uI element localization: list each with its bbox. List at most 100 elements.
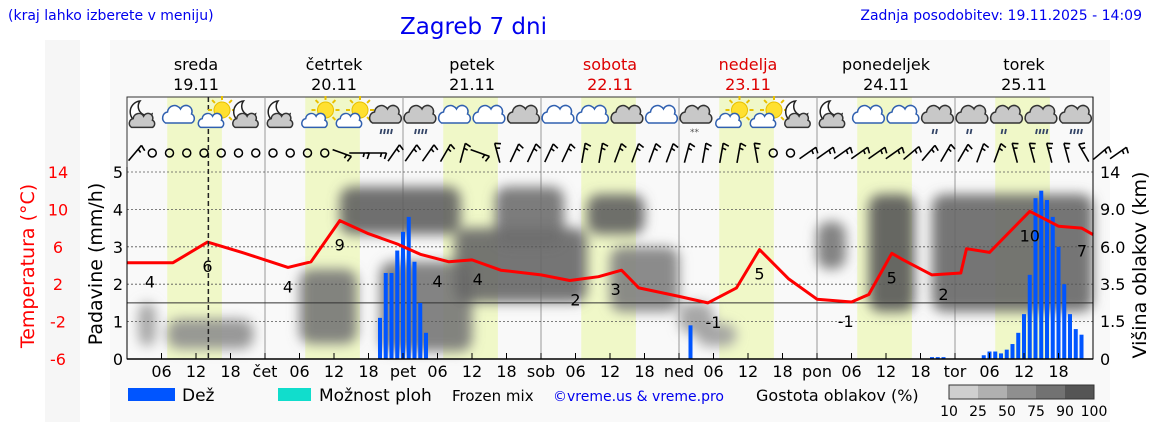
rain-legend-label: Dež — [182, 386, 215, 406]
wind-feather — [1029, 142, 1036, 145]
cloud-icon — [575, 104, 610, 124]
wind-shaft — [439, 143, 452, 163]
cloud-icon — [886, 104, 920, 124]
wind-barb-icon — [648, 142, 662, 163]
cloud-region — [610, 247, 679, 312]
cloud-icon — [610, 104, 644, 124]
frozen-legend-label: Frozen mix — [452, 387, 534, 405]
cloud-shape — [472, 104, 506, 124]
sun-ray — [228, 99, 233, 104]
wind-feather — [947, 148, 952, 153]
cloud-shape — [128, 112, 156, 129]
wind-feather — [447, 148, 452, 153]
cloud-shape — [575, 104, 610, 124]
cloud-drizzle-icon — [920, 104, 955, 135]
density-scale-label: 25 — [969, 404, 987, 420]
cloud-shape — [679, 104, 713, 124]
snow-flakes: ** — [690, 128, 700, 138]
cloud-snow-icon: ** — [679, 104, 713, 138]
wind-feather — [464, 142, 472, 148]
wind-calm-icon — [251, 148, 261, 158]
wind-feather — [567, 147, 573, 152]
sun-ray — [314, 99, 320, 104]
cloud-rain-icon — [1058, 104, 1093, 135]
copyright-link[interactable]: ©vreme.us & vreme.pro — [553, 389, 724, 405]
day-date: 19.11 — [173, 75, 219, 94]
wind-shaft — [1109, 146, 1127, 160]
wind-feather — [1030, 147, 1035, 149]
wind-calm-icon — [182, 148, 192, 158]
wind-barb-icon — [816, 146, 836, 160]
wind-feather — [914, 149, 918, 154]
wind-barb-icon — [976, 142, 990, 163]
wind-feather — [346, 155, 353, 162]
cloud-region — [339, 186, 461, 235]
temperature-axis-label: Temperatura (°C) — [17, 184, 39, 349]
x-tick-label: 06 — [565, 362, 585, 381]
density-scale-swatch — [1007, 385, 1036, 399]
rain-bar — [395, 250, 400, 359]
showers-legend-swatch — [278, 388, 311, 401]
wind-shaft — [753, 143, 759, 163]
wind-shaft — [459, 143, 467, 163]
cloud-region — [932, 194, 1093, 312]
rain-drop — [1073, 128, 1076, 135]
wind-feather — [740, 142, 747, 147]
x-tick-label: 18 — [358, 362, 378, 381]
wind-feather — [866, 147, 871, 154]
wind-barb-icon — [387, 144, 404, 162]
rain-bar — [1045, 200, 1049, 359]
x-tick-label: 06 — [841, 362, 861, 381]
wind-feather — [1107, 146, 1112, 153]
cloud-shape — [197, 112, 225, 129]
wind-shaft — [940, 143, 952, 163]
rain-drop — [1069, 128, 1073, 135]
wind-barb-icon — [1028, 142, 1036, 163]
wind-feather — [1065, 147, 1070, 149]
wind-feather — [1063, 142, 1071, 145]
x-tick-label: 06 — [427, 362, 447, 381]
sun-cloud-icon — [301, 96, 340, 129]
rain-drop — [424, 128, 428, 135]
wind-barb-icon — [127, 144, 146, 162]
rain-bar — [1022, 314, 1026, 359]
rain-drop — [1076, 128, 1080, 135]
showers-legend-label: Možnost ploh — [319, 386, 432, 406]
x-tick-label: čet — [253, 362, 278, 381]
cloud-shape — [715, 112, 742, 129]
rain-bar — [1079, 334, 1084, 359]
rain-bar — [935, 357, 940, 359]
temperature-label: -1 — [706, 313, 722, 332]
precipitation-tick: 2 — [113, 275, 123, 294]
wind-feather — [705, 142, 712, 147]
wind-feather — [140, 144, 146, 152]
wind-feather — [620, 142, 627, 149]
x-tick-label: 06 — [703, 362, 723, 381]
rain-drop — [386, 128, 390, 135]
moon-cloud-icon — [784, 100, 811, 129]
cloud-region — [817, 221, 846, 270]
wind-barb-icon — [753, 142, 761, 163]
wind-shaft — [701, 143, 707, 163]
wind-barb-icon — [509, 143, 524, 163]
wind-shaft — [921, 144, 936, 162]
wind-feather — [981, 147, 986, 152]
rain-drop — [1080, 128, 1083, 135]
x-tick-label: pon — [802, 362, 832, 381]
wind-barb-icon — [868, 146, 888, 160]
wind-barb-icon — [421, 144, 439, 162]
cloud-drizzle-icon — [955, 104, 989, 135]
x-tick-label: 06 — [979, 362, 999, 381]
wind-feather — [1104, 149, 1108, 154]
cloud-icon — [644, 104, 679, 124]
wind-shaft — [613, 143, 623, 163]
wind-feather — [416, 144, 422, 151]
wind-shaft — [1063, 143, 1070, 163]
wind-barb-icon — [613, 142, 627, 163]
wind-barb-icon — [833, 146, 854, 160]
wind-shaft — [1092, 145, 1110, 161]
temperature-tick: 10 — [48, 200, 68, 219]
daylight-band — [167, 97, 222, 359]
wind-feather — [601, 147, 606, 151]
wind-shaft — [387, 144, 401, 162]
